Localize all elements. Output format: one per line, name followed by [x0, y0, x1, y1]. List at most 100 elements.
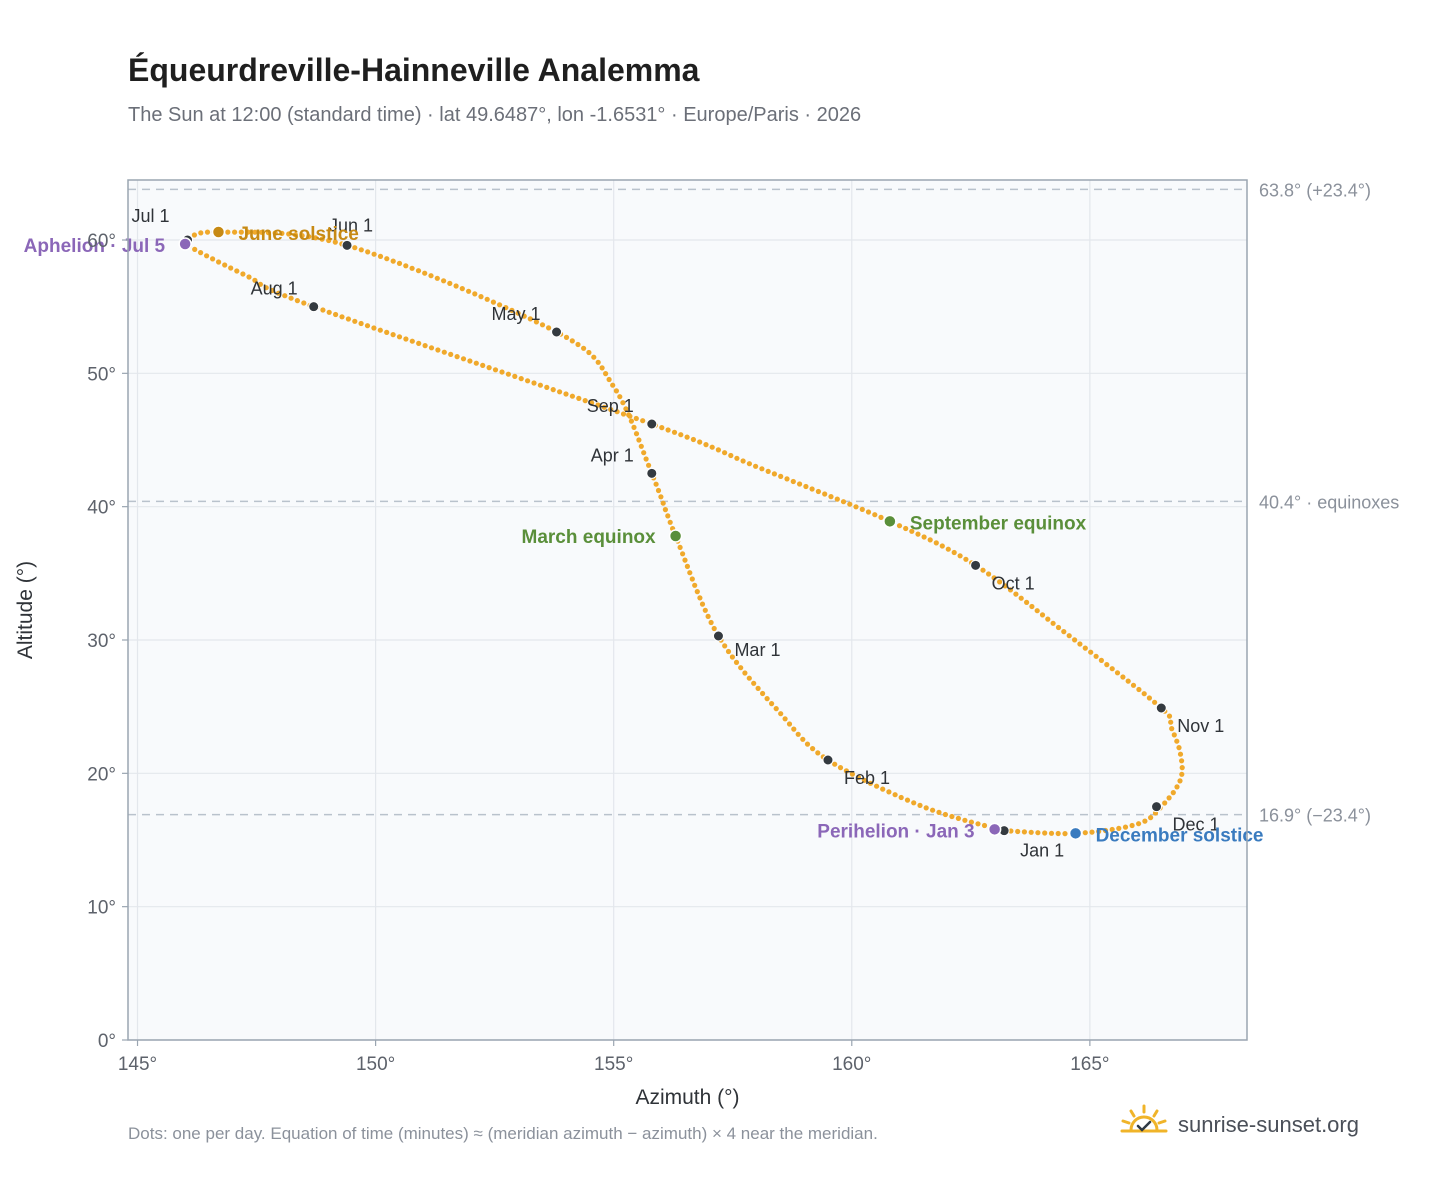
- day-dot: [198, 250, 204, 256]
- day-dot: [377, 253, 384, 259]
- day-dot: [503, 305, 509, 311]
- day-dot: [874, 783, 880, 789]
- day-dot: [638, 443, 644, 449]
- event-marker: [1068, 826, 1083, 841]
- day-dot: [216, 259, 222, 265]
- day-dot: [803, 483, 809, 490]
- day-dot: [396, 260, 403, 266]
- day-dot: [628, 418, 635, 424]
- day-dot: [339, 314, 345, 320]
- month-marker: [712, 630, 724, 642]
- day-dot: [1120, 674, 1126, 680]
- day-dot: [667, 519, 673, 525]
- day-dot: [1109, 666, 1115, 672]
- day-dot: [1072, 637, 1078, 643]
- day-dot: [804, 741, 811, 747]
- day-dot: [617, 394, 623, 400]
- x-tick-label: 160°: [832, 1054, 871, 1075]
- day-dot: [198, 230, 204, 236]
- day-dot: [1152, 699, 1158, 705]
- day-dot: [435, 347, 441, 353]
- day-dot: [728, 452, 734, 459]
- day-dot: [740, 458, 746, 464]
- event-label: Aphelion · Jul 5: [24, 236, 166, 257]
- day-dot: [828, 494, 834, 500]
- day-dot: [490, 299, 496, 305]
- day-dot: [699, 601, 706, 607]
- day-dot: [292, 232, 298, 238]
- day-dot: [1179, 758, 1185, 764]
- day-dot: [746, 461, 753, 467]
- day-dot: [333, 311, 339, 318]
- day-dot: [525, 378, 531, 384]
- month-marker-label: Dec 1: [1173, 815, 1220, 835]
- day-dot: [576, 395, 582, 401]
- day-dot: [550, 387, 556, 393]
- day-dot: [1176, 745, 1182, 751]
- day-dot: [384, 256, 390, 262]
- day-dot: [191, 232, 197, 238]
- day-dot: [460, 356, 467, 362]
- day-dot: [859, 506, 865, 512]
- day-dot: [1008, 828, 1014, 834]
- day-dot: [486, 365, 492, 371]
- day-dot: [936, 809, 942, 816]
- day-dot: [1035, 830, 1041, 836]
- day-dot: [1082, 645, 1088, 651]
- day-dot: [512, 373, 518, 379]
- day-dot: [949, 813, 955, 820]
- day-dot: [282, 293, 288, 299]
- day-dot: [687, 570, 693, 576]
- day-dot: [1148, 815, 1154, 821]
- day-dot: [945, 546, 951, 552]
- axis-ticks: 145° 150° 155° 160° 165° 0° 10° 20° 30° 40° 50° 60°: [87, 231, 1109, 1075]
- day-dot: [371, 325, 377, 331]
- day-dot: [927, 537, 933, 543]
- x-tick-label: 165°: [1070, 1054, 1109, 1075]
- event-label: December solstice: [1096, 825, 1264, 846]
- day-dot: [738, 665, 744, 671]
- day-dot: [633, 431, 640, 437]
- day-dot: [1055, 624, 1062, 631]
- day-dot: [963, 556, 969, 562]
- y-tick-label: 50°: [87, 364, 116, 385]
- day-dot: [371, 251, 377, 257]
- month-marker: [1155, 702, 1167, 714]
- day-dot: [1013, 591, 1019, 597]
- day-dot: [312, 235, 319, 241]
- day-dot: [903, 525, 909, 532]
- day-dot: [204, 253, 210, 259]
- event-label: Perihelion · Jan 3: [817, 821, 974, 842]
- day-dot: [1048, 830, 1055, 836]
- day-dot: [326, 309, 332, 315]
- day-dot: [665, 513, 671, 519]
- day-dot: [853, 504, 859, 510]
- month-marker-label: Oct 1: [992, 573, 1035, 593]
- day-dot: [633, 415, 639, 422]
- day-dot: [416, 340, 422, 346]
- month-marker: [970, 559, 982, 571]
- day-dot: [403, 263, 409, 269]
- day-dot: [422, 270, 428, 276]
- day-dot: [671, 429, 678, 435]
- day-dot: [603, 371, 609, 377]
- day-dot: [840, 499, 847, 505]
- day-dot: [595, 359, 601, 365]
- day-dot: [613, 388, 620, 394]
- day-dot: [240, 271, 246, 277]
- day-dot: [942, 811, 949, 818]
- day-dot: [537, 382, 544, 388]
- day-dot: [659, 425, 665, 431]
- brand-name: sunrise-sunset.org: [1178, 1111, 1359, 1137]
- day-dot: [390, 258, 396, 264]
- day-dot: [505, 371, 511, 377]
- month-marker: [646, 467, 658, 479]
- day-dot: [677, 544, 683, 551]
- y-tick-label: 40°: [87, 498, 116, 519]
- brand-logo[interactable]: sunrise-sunset.org: [1120, 1104, 1359, 1145]
- day-dot: [951, 549, 957, 556]
- day-dot: [733, 659, 740, 666]
- day-dot: [1096, 828, 1102, 835]
- day-dot: [1174, 738, 1180, 744]
- day-dot: [586, 349, 592, 356]
